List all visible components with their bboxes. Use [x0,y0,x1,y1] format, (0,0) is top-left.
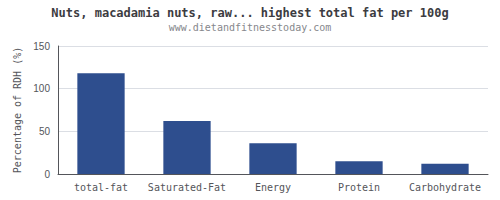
svg-text:Saturated-Fat: Saturated-Fat [148,182,226,193]
svg-text:0: 0 [44,169,50,180]
svg-text:total-fat: total-fat [74,182,128,193]
svg-text:Energy: Energy [255,182,291,193]
svg-text:100: 100 [33,83,50,94]
svg-text:Percentage of RDH (%): Percentage of RDH (%) [12,47,23,173]
svg-text:150: 150 [33,41,50,52]
svg-text:Carbohydrate: Carbohydrate [409,182,481,193]
svg-text:www.dietandfitnesstoday.com: www.dietandfitnesstoday.com [169,22,332,33]
svg-text:Nuts, macadamia nuts, raw... h: Nuts, macadamia nuts, raw... highest tot… [51,6,448,20]
svg-text:Protein: Protein [338,182,380,193]
svg-text:50: 50 [39,126,51,137]
